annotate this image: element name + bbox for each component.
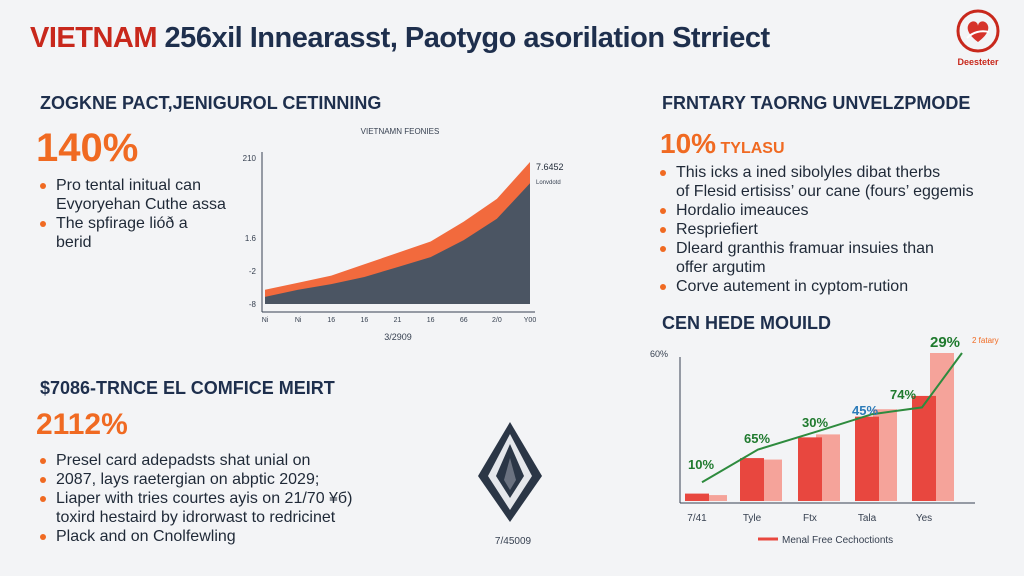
area-series-0 <box>265 183 530 304</box>
bar-x-tick: Tala <box>858 513 877 524</box>
left-top-bullets: Pro tental initual can Evyoryehan Cuthe … <box>40 176 260 252</box>
left-bottom-heading: $7086-TRNCE EL COMFICE MEIRT <box>40 378 335 398</box>
bar-x-tick: Ftx <box>803 513 817 524</box>
bar-dark <box>798 437 822 501</box>
heart-logo: Deesteter <box>948 8 1008 70</box>
bar-marks <box>685 353 954 501</box>
list-item: Respriefiert <box>660 220 1010 239</box>
area-y-tick: -8 <box>249 300 257 309</box>
list-item: The spfirage lióð a <box>40 214 260 233</box>
area-x-tick: 21 <box>394 317 402 324</box>
list-item: Presel card adepadsts shat unial on <box>40 451 380 470</box>
center-logo-caption: 7/45009 <box>494 536 532 547</box>
area-x-ticks: Ni Ni 16 16 21 16 66 2/0 Y00 <box>262 317 537 324</box>
trend-label: 74% <box>890 387 916 402</box>
left-top-heading: ZOGKNE PACT,JENIGUROL CETINNING <box>40 93 382 113</box>
list-item: toxird hestaird by idrorwast to redricin… <box>56 509 336 526</box>
area-annotation-top: 7.6452 <box>536 162 564 172</box>
bar-x-ticks: 7/41 Tyle Ftx Tala Yes <box>687 513 932 524</box>
list-item: of Flesid ertisiss’ our cane (fours’ egg… <box>676 183 974 200</box>
left-bottom-stat: 2112% <box>36 408 128 441</box>
right-top-stat-sub: TYLASU <box>720 140 785 157</box>
bar-trend-line: 10% 65% 30% 45% 74% 29% <box>688 335 963 484</box>
area-y-tick: -2 <box>249 267 257 276</box>
bar-light <box>703 495 727 501</box>
bar-dark <box>855 416 879 501</box>
trend-label: 30% <box>802 415 828 430</box>
right-top-heading: FRNTARY TAORNG UNVELZPMODE <box>662 93 971 113</box>
area-x-label: 3/2909 <box>384 332 412 342</box>
bar-x-tick: 7/41 <box>687 513 707 524</box>
area-chart-title: VIETNAMN FEONIES <box>361 127 440 136</box>
area-y-tick: 210 <box>243 154 257 163</box>
bar-annotation: 2 fatary <box>972 336 999 345</box>
trend-line <box>701 352 963 484</box>
list-item: This icks a ined sibolyles dibat therbs <box>660 163 1010 182</box>
area-x-tick: 66 <box>460 317 468 324</box>
area-y-ticks: 210 1.6 -2 -8 <box>243 154 257 309</box>
list-item: Pro tental initual can <box>40 176 260 195</box>
area-chart: VIETNAMN FEONIES 210 1.6 -2 -8 Ni Ni 16 16 21 16… <box>243 127 564 342</box>
list-item: offer argutim <box>676 259 766 276</box>
heart-icon <box>956 9 1000 53</box>
area-x-tick: 2/0 <box>492 317 502 324</box>
list-item: Corve autement in cyptom-rution <box>660 277 1010 296</box>
page-title: VIETNAM 256xil Innearasst, Paotygo asori… <box>30 22 770 55</box>
list-item: Dleard granthis framuar insuies than <box>660 239 1010 258</box>
left-bottom-bullets: Presel card adepadsts shat unial on 2087… <box>40 451 380 546</box>
left-top-stat: 140% <box>36 126 139 170</box>
trend-label: 29% <box>930 335 960 351</box>
area-x-tick: Ni <box>295 317 302 324</box>
bar-chart-heading: CEN HEDE MOUILD <box>662 313 832 333</box>
right-top-stat-row: 10% TYLASU <box>660 128 785 160</box>
list-item: 2087, lays raetergian on abptic 2029; <box>40 470 380 489</box>
trend-label: 10% <box>688 457 714 472</box>
trend-label: 65% <box>744 431 770 446</box>
list-item: Plack and on Cnolfewling <box>40 527 380 546</box>
shield-logo-icon <box>478 422 542 522</box>
bar-y-label: 60% <box>650 349 668 359</box>
area-x-tick: Y00 <box>524 317 537 324</box>
bar-x-tick: Tyle <box>743 513 762 524</box>
bar-dark <box>912 395 936 501</box>
area-x-tick: 16 <box>360 317 368 324</box>
area-x-tick: 16 <box>427 317 435 324</box>
list-item: Liaper with tries courtes ayis on 21/70 … <box>40 489 380 508</box>
list-item: berid <box>56 234 92 251</box>
bar-legend-label: Menal Free Cechoctionts <box>782 535 893 546</box>
area-y-tick: 1.6 <box>245 234 257 243</box>
bar-dark <box>740 458 764 501</box>
area-x-tick: 16 <box>327 317 335 324</box>
area-x-tick: Ni <box>262 317 269 324</box>
right-top-bullets: This icks a ined sibolyles dibat therbs … <box>660 163 1010 296</box>
title-highlight: VIETNAM <box>30 22 158 54</box>
trend-label: 45% <box>852 403 878 418</box>
bar-x-tick: Yes <box>916 513 932 524</box>
title-rest: 256xil Innearasst, Paotygo asorilation S… <box>157 22 771 54</box>
bar-chart: 60% 7/41 Tyle Ftx Tala Yes 10% 65% 30% 45% 74% 29… <box>650 335 999 546</box>
logo-label: Deesteter <box>957 57 999 67</box>
bar-dark <box>685 493 709 501</box>
area-annotation-sub: Lonvdotd <box>536 180 561 186</box>
area-marks <box>265 162 530 304</box>
list-item: Hordalio imeauces <box>660 201 1010 220</box>
list-item: Evyoryehan Cuthe assa <box>56 196 226 213</box>
right-top-stat: 10% <box>660 128 717 159</box>
